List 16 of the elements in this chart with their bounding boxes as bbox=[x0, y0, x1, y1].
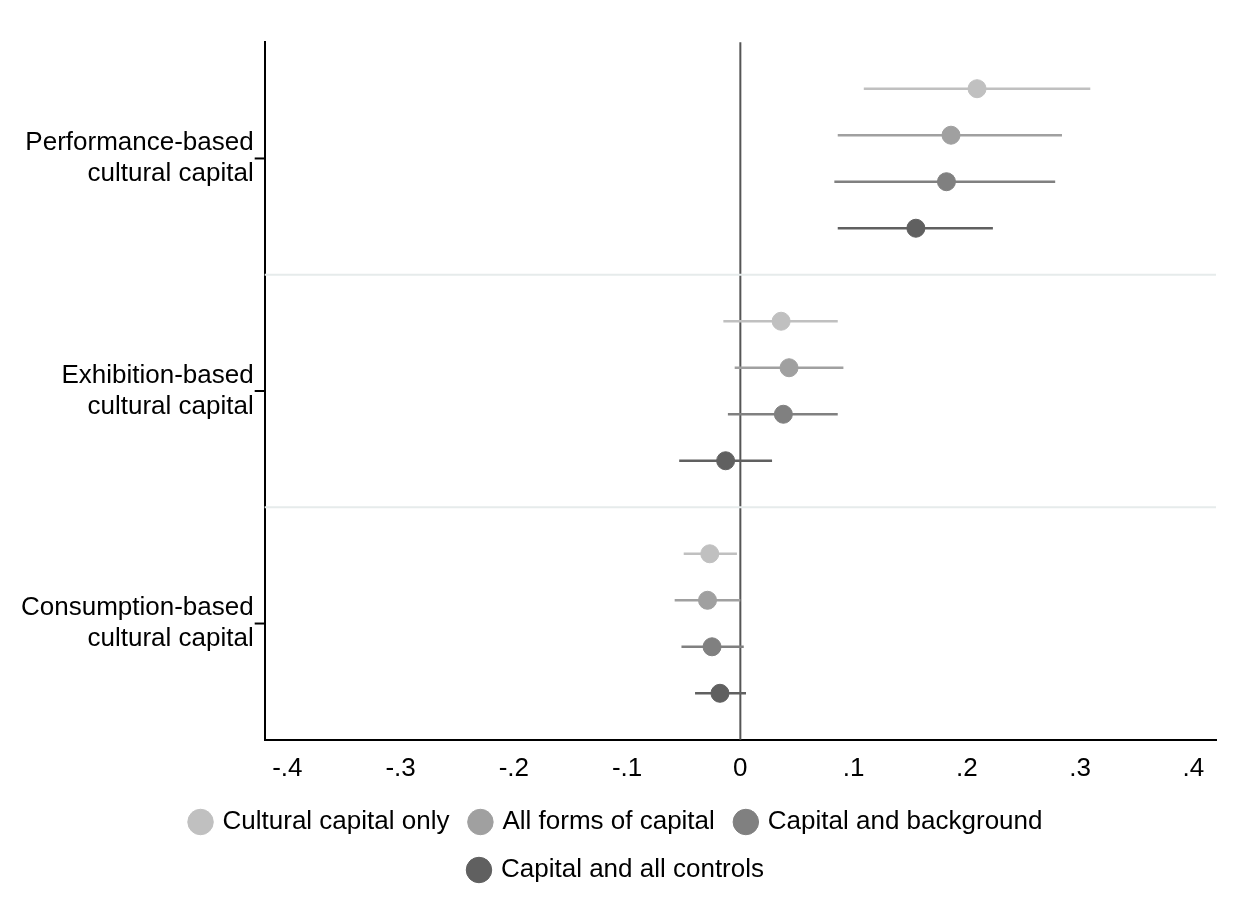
legend-label: Capital and background bbox=[767, 805, 1043, 836]
x-tick-label: -.2 bbox=[498, 751, 530, 782]
legend-label: All forms of capital bbox=[502, 805, 715, 836]
x-tick-label: .1 bbox=[842, 751, 865, 782]
x-tick-label: .2 bbox=[956, 751, 978, 782]
legend-label: Capital and all controls bbox=[500, 853, 765, 884]
x-tick-label: 0 bbox=[733, 751, 748, 782]
y-tick-label: Performance-based cultural capital bbox=[25, 126, 254, 188]
legend-label: Cultural capital only bbox=[222, 805, 450, 836]
x-tick-label: .4 bbox=[1182, 751, 1205, 782]
x-tick-label: -.3 bbox=[385, 751, 416, 782]
x-tick-label: .3 bbox=[1069, 751, 1091, 782]
y-tick-label: Consumption-based cultural capital bbox=[20, 591, 254, 653]
y-tick-label: Exhibition-based cultural capital bbox=[61, 358, 254, 420]
x-tick-label: -.1 bbox=[611, 751, 643, 782]
x-tick-label: -.4 bbox=[272, 751, 303, 782]
